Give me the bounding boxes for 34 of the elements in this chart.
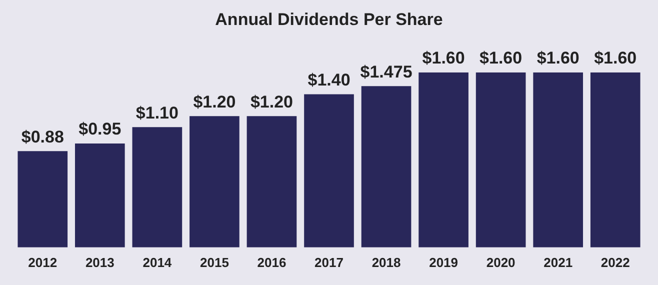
data-label: $1.10 — [136, 103, 178, 122]
data-label: $0.95 — [78, 120, 122, 139]
x-tick-label: 2022 — [600, 254, 630, 270]
bar — [74, 143, 125, 248]
bar — [190, 116, 240, 248]
data-label: $1.475 — [360, 62, 412, 82]
bar — [246, 116, 297, 248]
data-label: $1.60 — [594, 48, 637, 68]
x-tick-label: 2017 — [314, 254, 344, 270]
data-label: $1.60 — [422, 48, 465, 68]
x-tick-label: 2018 — [372, 254, 401, 270]
data-label: $1.60 — [536, 48, 580, 68]
x-tick-label: 2021 — [544, 254, 573, 270]
bar — [418, 72, 468, 248]
x-tick-label: 2015 — [200, 254, 229, 270]
data-label: $1.20 — [193, 92, 236, 112]
bar — [476, 72, 526, 248]
x-tick-label: 2012 — [28, 254, 58, 270]
bar — [304, 94, 354, 248]
bar — [132, 127, 182, 248]
x-tick-label: 2013 — [85, 254, 114, 270]
data-label: $1.60 — [480, 48, 522, 68]
x-tick-label: 2019 — [429, 254, 458, 270]
data-label: $1.20 — [250, 92, 293, 112]
data-label: $1.40 — [308, 70, 350, 90]
x-tick-label: 2016 — [257, 254, 286, 270]
x-tick-label: 2014 — [142, 254, 172, 270]
chart-title: Annual Dividends Per Share — [215, 10, 443, 29]
bar — [590, 72, 640, 248]
x-tick-label: 2020 — [486, 254, 516, 270]
bar — [361, 86, 412, 248]
bar — [18, 151, 68, 248]
bar — [533, 72, 584, 248]
data-label: $0.88 — [21, 127, 64, 146]
